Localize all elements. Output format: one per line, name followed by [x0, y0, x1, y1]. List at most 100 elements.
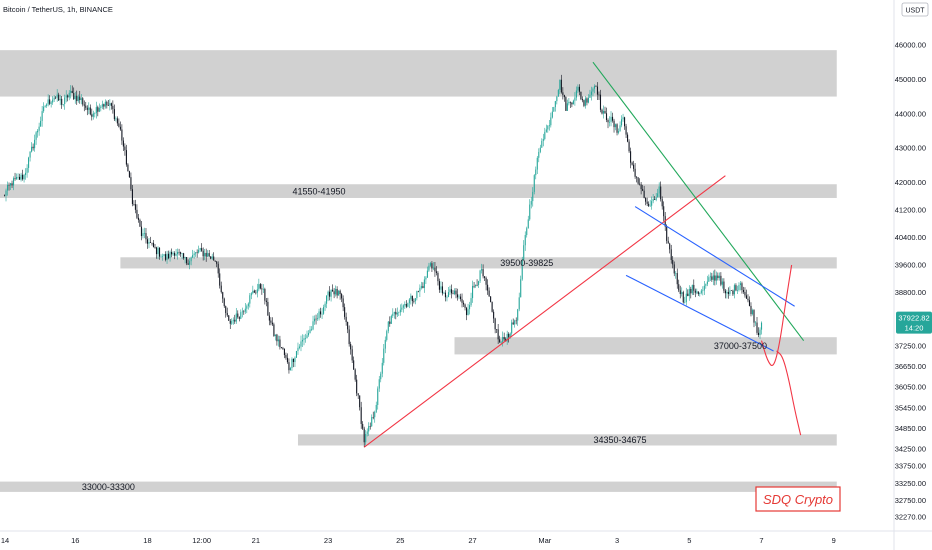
zone-3 — [454, 337, 837, 355]
candle-body — [630, 151, 632, 163]
candle-body — [348, 329, 350, 345]
time-tick-label: 14 — [1, 536, 9, 545]
candle-body — [681, 292, 683, 294]
time-axis[interactable]: 14 16 18 12:00 21 23 25 27 Mar 3 5 7 9 — [1, 536, 836, 545]
candle-body — [760, 322, 763, 330]
candle-body — [268, 315, 270, 321]
candle-body — [393, 311, 395, 314]
candle-body — [41, 111, 43, 121]
candle-body — [404, 304, 406, 306]
price-axis[interactable]: 46000.00 45000.00 44000.00 43000.00 42000.00… — [895, 41, 926, 522]
candle-body — [100, 106, 102, 108]
candle-body — [115, 118, 117, 120]
candle-body — [455, 290, 457, 295]
candle-body — [699, 292, 701, 294]
candle-body — [61, 98, 63, 105]
candle-body — [210, 256, 212, 259]
candle-body — [134, 204, 136, 210]
candle-body — [581, 99, 583, 101]
candle-body — [166, 253, 168, 260]
candle-body — [589, 94, 591, 98]
candle-body — [503, 337, 505, 340]
candle-body — [137, 217, 139, 220]
candle-body — [46, 104, 48, 106]
price-tick-label: 38800.00 — [895, 288, 926, 297]
time-tick-label: 27 — [468, 536, 476, 545]
candle-body — [315, 318, 317, 320]
candle-body — [633, 164, 635, 169]
candle-body — [183, 253, 185, 259]
candle-body — [338, 290, 340, 296]
candle-body — [47, 99, 49, 105]
candle-body — [614, 124, 617, 128]
candle-body — [651, 201, 653, 206]
zone-1 — [0, 184, 837, 198]
candle-body — [95, 107, 97, 114]
candle-body — [53, 97, 55, 100]
candle-body — [462, 302, 465, 305]
candle-body — [429, 263, 431, 266]
last-price-tag-box — [896, 311, 932, 334]
watermark-text: SDQ Crypto — [763, 492, 833, 507]
candle-body — [22, 174, 24, 180]
candle-body — [598, 94, 600, 96]
candle-body — [735, 285, 737, 291]
candle-body — [602, 110, 605, 114]
candle-body — [753, 310, 755, 323]
candle-body — [142, 233, 144, 237]
candle-body — [307, 333, 310, 336]
candle-body — [67, 95, 69, 98]
zone-label-2: 39500-39825 — [500, 258, 553, 268]
candle-body — [323, 307, 325, 314]
support-line-0 — [363, 175, 726, 448]
candle-body — [410, 295, 412, 300]
candle-body — [164, 254, 167, 260]
candle-body — [741, 283, 743, 290]
candle-body — [544, 131, 546, 139]
candle-body — [292, 358, 295, 363]
candle-body — [196, 252, 198, 253]
candle-body — [745, 295, 748, 299]
candle-body — [475, 284, 477, 287]
candle-body — [658, 186, 660, 194]
candle-body — [527, 219, 529, 229]
candle-body — [611, 116, 614, 121]
candle-body — [29, 151, 31, 158]
candle-body — [690, 288, 692, 294]
candle-body — [122, 140, 124, 147]
candle-body — [524, 235, 526, 246]
price-tick-label: 41200.00 — [895, 206, 926, 215]
candle-body — [422, 286, 424, 288]
last-price-tag: 37922.82 14:20 — [896, 311, 932, 334]
candle-body — [608, 121, 611, 123]
candle-body — [158, 247, 161, 257]
candle-body — [297, 347, 299, 352]
candle-body — [465, 307, 468, 316]
candle-body — [587, 97, 589, 103]
candle-body — [174, 253, 176, 256]
candle-body — [333, 291, 335, 295]
candle-body — [464, 304, 466, 308]
candle-body — [85, 105, 87, 108]
zone-5 — [0, 481, 837, 492]
currency-badge[interactable]: USDT — [905, 8, 925, 15]
candle-body — [757, 332, 760, 336]
currency-badge-box[interactable] — [901, 2, 929, 17]
candle-body — [747, 298, 749, 301]
candle-body — [11, 183, 13, 186]
candle-body — [255, 292, 257, 294]
candle-body — [437, 272, 439, 282]
candle-body — [621, 119, 623, 126]
candle-body — [720, 275, 722, 285]
candle-body — [420, 286, 422, 288]
candle-body — [140, 226, 143, 237]
time-tick-label: 12:00 — [192, 536, 211, 545]
price-tick-label: 39600.00 — [895, 261, 926, 270]
candle-body — [104, 101, 106, 107]
candle-body — [518, 297, 520, 310]
candle-body — [148, 242, 150, 244]
candle-body — [450, 289, 453, 294]
candle-body — [739, 283, 741, 286]
projection-paths — [760, 264, 802, 436]
